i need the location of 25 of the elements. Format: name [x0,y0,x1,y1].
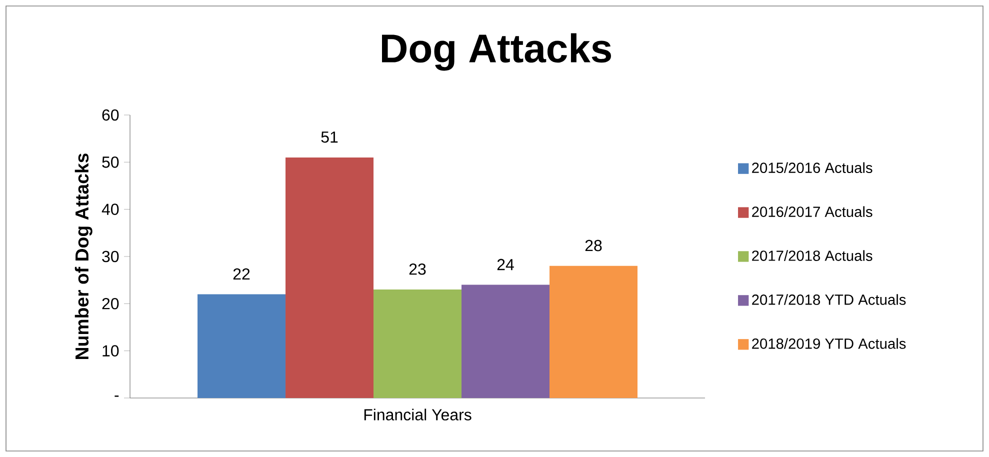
data-label: 23 [409,263,426,275]
y-axis-title: Number of Dog Attacks [74,154,92,359]
legend-label: 2015/2016 Actuals [752,162,872,174]
data-label: 24 [497,258,514,270]
x-tick-label: Financial Years [364,408,472,420]
data-label: 22 [233,268,250,280]
y-tick-label: 30 [102,250,119,262]
chart-title: Dog Attacks [382,33,611,71]
legend-label: 2016/2017 Actuals [752,206,872,217]
bar [550,266,638,398]
bar [462,284,550,398]
y-tick-label: 60 [102,109,119,121]
y-tick-label: 40 [102,204,119,215]
y-tick-label: 20 [102,298,119,310]
y-tick-label: - [114,396,119,397]
data-label: 28 [585,240,602,252]
bar [374,290,462,398]
legend-label: 2018/2019 YTD Actuals [752,338,906,349]
legend-label: 2017/2018 YTD Actuals [752,294,906,305]
bar [198,294,286,398]
legend-label: 2017/2018 Actuals [752,250,872,261]
y-tick-label: 10 [102,345,119,356]
y-tick-label: 50 [102,156,119,168]
bar [286,157,374,398]
data-label: 51 [321,132,338,143]
